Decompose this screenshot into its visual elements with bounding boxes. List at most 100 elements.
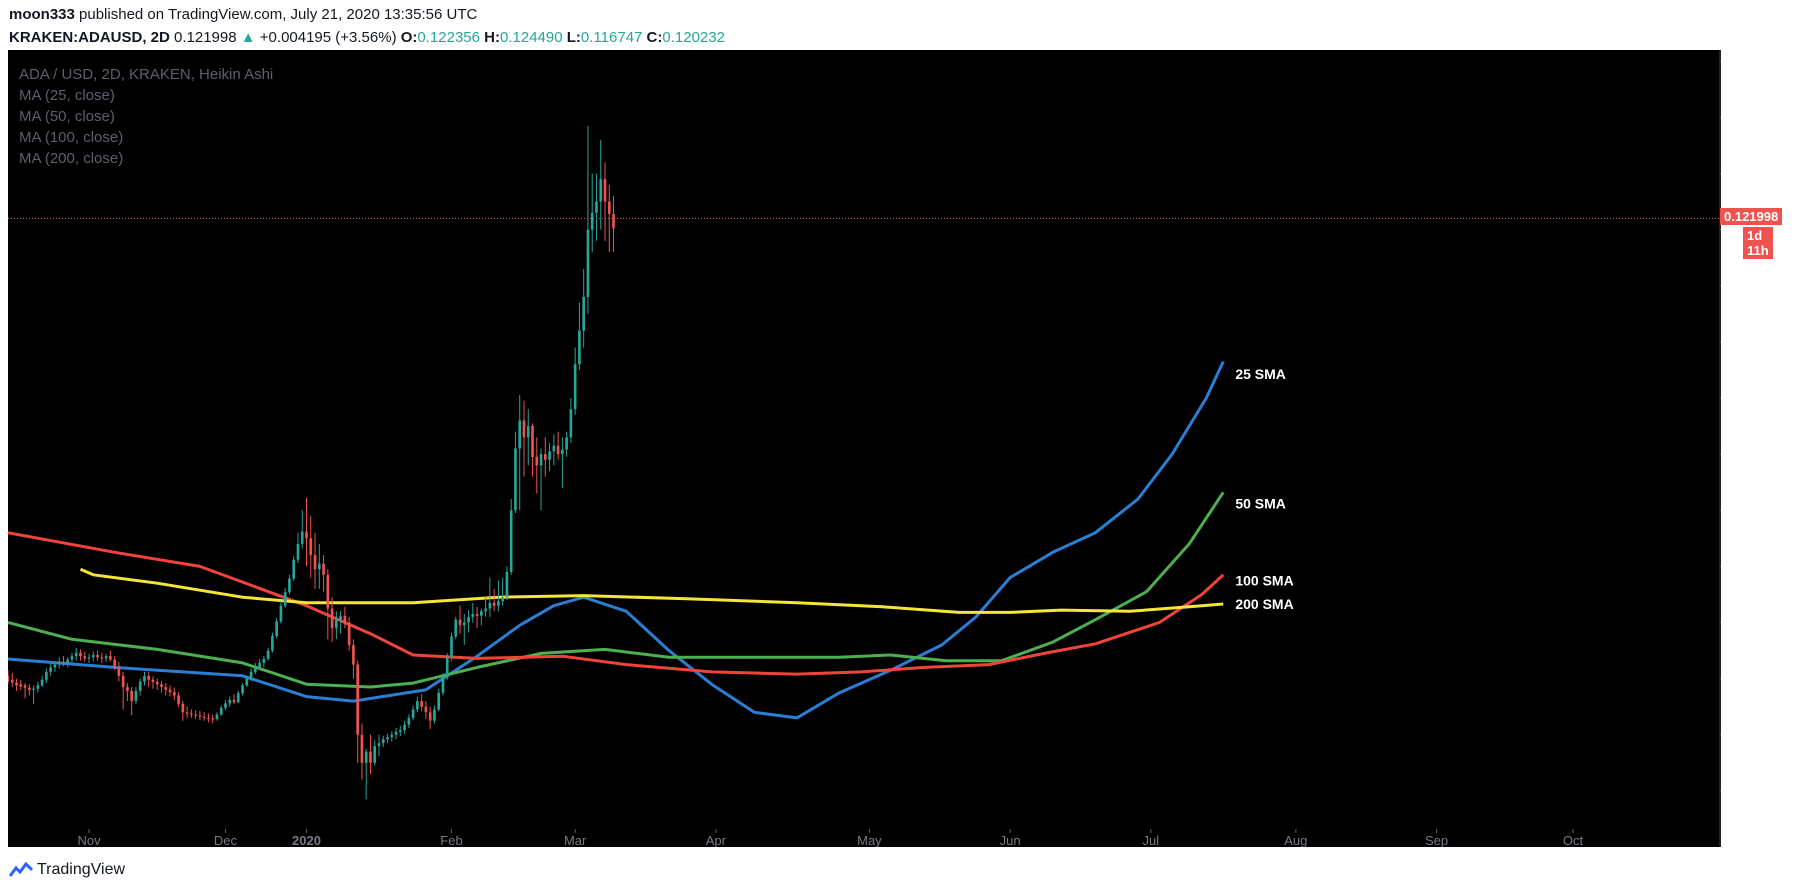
tradingview-logo-icon [9, 862, 33, 877]
chart-legend: ADA / USD, 2D, KRAKEN, Heikin Ashi MA (2… [19, 64, 273, 169]
sma-label: 50 SMA [1235, 496, 1286, 512]
legend-ma25[interactable]: MA (25, close) [19, 87, 115, 104]
candle-body [330, 608, 334, 629]
candle-body [181, 703, 185, 713]
candle-body [194, 714, 197, 716]
time-tick-label: Apr [706, 833, 727, 847]
candle-body [66, 659, 70, 663]
price-change: +0.004195 (+3.56%) [259, 29, 397, 46]
candle-body [454, 619, 458, 637]
candle-body [565, 437, 568, 450]
candle-body [8, 675, 10, 682]
time-tick-label: 2020 [292, 833, 321, 847]
candle-body [305, 531, 308, 539]
candle-body [283, 592, 287, 606]
candle-body [462, 622, 466, 626]
sma-label: 25 SMA [1235, 366, 1286, 382]
candle-body [126, 687, 129, 691]
candle-body [45, 671, 48, 680]
time-tick-label: Dec [214, 833, 238, 847]
candle-body [236, 693, 240, 703]
candle-body [27, 687, 31, 690]
candle-body [117, 667, 121, 676]
price-chart[interactable]: 0.1500000.1400000.1300000.1200000.110000… [8, 50, 1721, 847]
candle-body [505, 571, 509, 598]
candle-body [62, 661, 65, 663]
sma-label: 100 SMA [1235, 572, 1293, 588]
candle-body [32, 688, 35, 690]
candle-body [552, 445, 556, 452]
candle-body [232, 699, 236, 703]
legend-ma50[interactable]: MA (50, close) [19, 108, 115, 125]
candle-body [79, 652, 82, 657]
chart-pane[interactable]: 0.1500000.1400000.1300000.1200000.110000… [8, 50, 1783, 847]
candle-body [497, 601, 500, 606]
candle-body [317, 563, 321, 570]
candle-body [296, 543, 300, 560]
candle-body [211, 718, 215, 720]
candle-body [556, 445, 560, 455]
up-arrow-icon: ▲ [240, 29, 256, 46]
publish-info: moon333 published on TradingView.com, Ju… [9, 6, 477, 23]
last-price-tag-value: 0.121998 [1724, 209, 1779, 225]
legend-ma100[interactable]: MA (100, close) [19, 129, 124, 146]
candle-body [347, 622, 351, 645]
candle-body [83, 656, 87, 659]
candle-body [155, 681, 159, 685]
candle-body [373, 745, 377, 763]
time-tick-label: Aug [1284, 833, 1307, 847]
candle-body [266, 650, 270, 659]
sma-line [8, 491, 1225, 689]
close-label: C: [646, 29, 663, 46]
candle-body [548, 451, 551, 460]
candle-body [518, 420, 522, 449]
candle-body [394, 731, 398, 735]
sma-line [79, 567, 1224, 614]
candle-body [279, 605, 283, 622]
candle-body [326, 574, 330, 609]
candle-body [403, 724, 406, 731]
candle-body [458, 619, 462, 626]
last-price-tag: 0.121998 [1720, 208, 1783, 226]
author-name[interactable]: moon333 [9, 6, 75, 23]
candle-body [275, 621, 278, 636]
last-price: 0.121998 [174, 29, 237, 46]
candle-body [160, 684, 163, 688]
candle-body [356, 664, 359, 735]
candle-body [398, 730, 402, 732]
high-value: 0.124490 [500, 29, 563, 46]
candle-body [87, 657, 91, 659]
candle-body [219, 707, 223, 715]
candle-body [198, 715, 202, 717]
candle-body [352, 644, 355, 665]
candle-body [40, 679, 44, 686]
candle-body [313, 555, 317, 570]
bar-countdown-value: 1d 11h [1747, 228, 1769, 259]
candle-body [271, 635, 274, 651]
candle-body [168, 689, 172, 693]
candle-body [113, 659, 116, 668]
candle-body [526, 426, 530, 438]
published-text: published on TradingView.com, July 21, 2… [79, 6, 478, 23]
time-tick-label: Oct [1563, 833, 1584, 847]
candle-body [309, 538, 313, 556]
time-tick-label: Feb [440, 833, 462, 847]
candle-body [292, 559, 296, 579]
candle-body [561, 449, 564, 455]
candle-body [258, 662, 261, 668]
candle-body [190, 713, 193, 715]
legend-ma200[interactable]: MA (200, close) [19, 150, 124, 167]
candle-body [539, 454, 543, 466]
candle-body [484, 608, 487, 612]
candle-body [241, 685, 244, 694]
time-tick-label: Jun [1000, 833, 1021, 847]
tradingview-brand: TradingView [37, 861, 126, 878]
candle-body [475, 614, 479, 616]
candle-body [381, 739, 385, 744]
candle-body [215, 714, 219, 720]
candle-body [420, 701, 423, 707]
sma-line [8, 531, 1225, 676]
candle-body [437, 692, 441, 710]
candle-body [91, 655, 95, 658]
tradingview-footer[interactable]: TradingView [9, 861, 125, 879]
